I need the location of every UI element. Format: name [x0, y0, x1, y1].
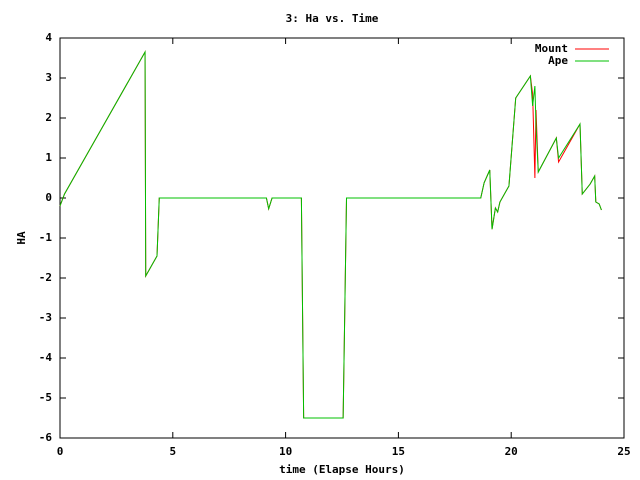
y-tick-label: 4: [45, 31, 52, 44]
y-tick-label: 3: [45, 71, 52, 84]
y-tick-label: -5: [39, 391, 52, 404]
y-tick-label: -4: [39, 351, 53, 364]
x-tick-label: 15: [392, 445, 405, 458]
y-tick-label: 2: [45, 111, 52, 124]
y-axis-label: HA: [15, 231, 28, 245]
x-tick-label: 5: [169, 445, 176, 458]
x-tick-label: 10: [279, 445, 292, 458]
series-line: [59, 50, 602, 419]
x-axis-label: time (Elapse Hours): [279, 463, 405, 476]
x-tick-label: 25: [617, 445, 630, 458]
y-tick-label: -1: [39, 231, 53, 244]
plot-frame: [59, 37, 625, 439]
legend-label: Ape: [548, 54, 568, 67]
y-tick-label: 1: [45, 151, 52, 164]
y-tick-label: 0: [45, 191, 52, 204]
x-tick-label: 0: [57, 445, 64, 458]
series-line: [59, 50, 602, 419]
legend-label: Mount: [535, 42, 568, 55]
y-tick-label: -3: [39, 311, 52, 324]
y-tick-label: -2: [39, 271, 52, 284]
y-tick-label: -6: [39, 431, 53, 444]
chart-title: 3: Ha vs. Time: [286, 12, 379, 25]
x-tick-label: 20: [505, 445, 518, 458]
